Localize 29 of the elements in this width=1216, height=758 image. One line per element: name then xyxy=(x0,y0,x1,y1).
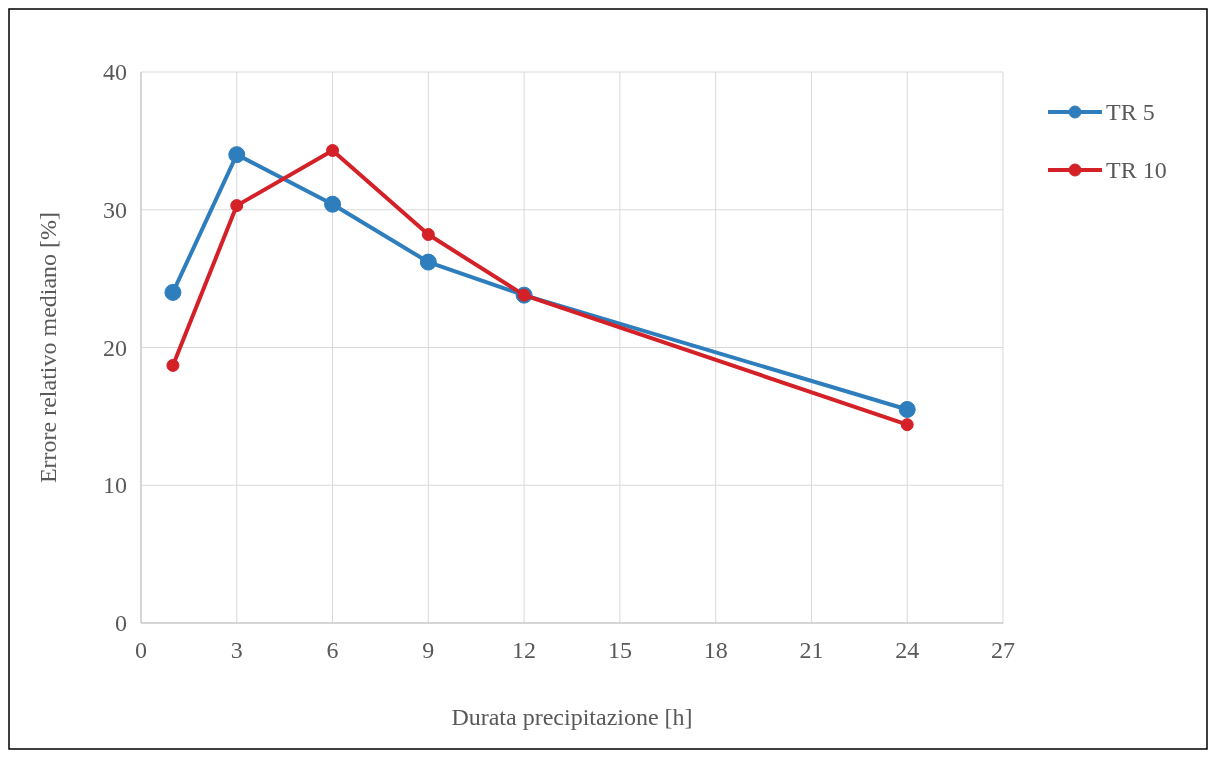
point xyxy=(326,144,340,158)
legend-label: TR 10 xyxy=(1106,157,1167,183)
y-tick-label: 30 xyxy=(103,196,127,223)
point xyxy=(900,418,914,432)
x-tick-label: 21 xyxy=(799,637,824,663)
y-axis-title: Errore relativo mediano [%] xyxy=(35,211,61,484)
point xyxy=(164,283,182,301)
legend-label: TR 5 xyxy=(1106,99,1155,125)
x-tick-label: 6 xyxy=(326,637,339,663)
y-tick-label: 0 xyxy=(115,610,127,636)
point xyxy=(419,253,437,271)
x-tick-label: 9 xyxy=(422,637,435,663)
point xyxy=(324,195,342,213)
point xyxy=(898,400,916,418)
x-tick-label: 15 xyxy=(607,637,632,663)
y-tick-label: 20 xyxy=(103,334,127,361)
point xyxy=(230,199,244,213)
point xyxy=(166,358,180,372)
x-tick-label: 3 xyxy=(230,637,243,663)
point xyxy=(228,146,246,164)
x-axis-title: Durata precipitazione [h] xyxy=(451,704,693,730)
x-tick-label: 12 xyxy=(512,637,537,663)
x-tick-label: 27 xyxy=(991,637,1015,663)
point xyxy=(421,228,435,242)
x-tick-label: 18 xyxy=(703,637,728,663)
x-tick-label: 24 xyxy=(895,637,920,663)
y-tick-label: 40 xyxy=(103,59,127,85)
y-tick-label: 10 xyxy=(103,472,127,499)
x-tick-label: 0 xyxy=(135,637,147,663)
